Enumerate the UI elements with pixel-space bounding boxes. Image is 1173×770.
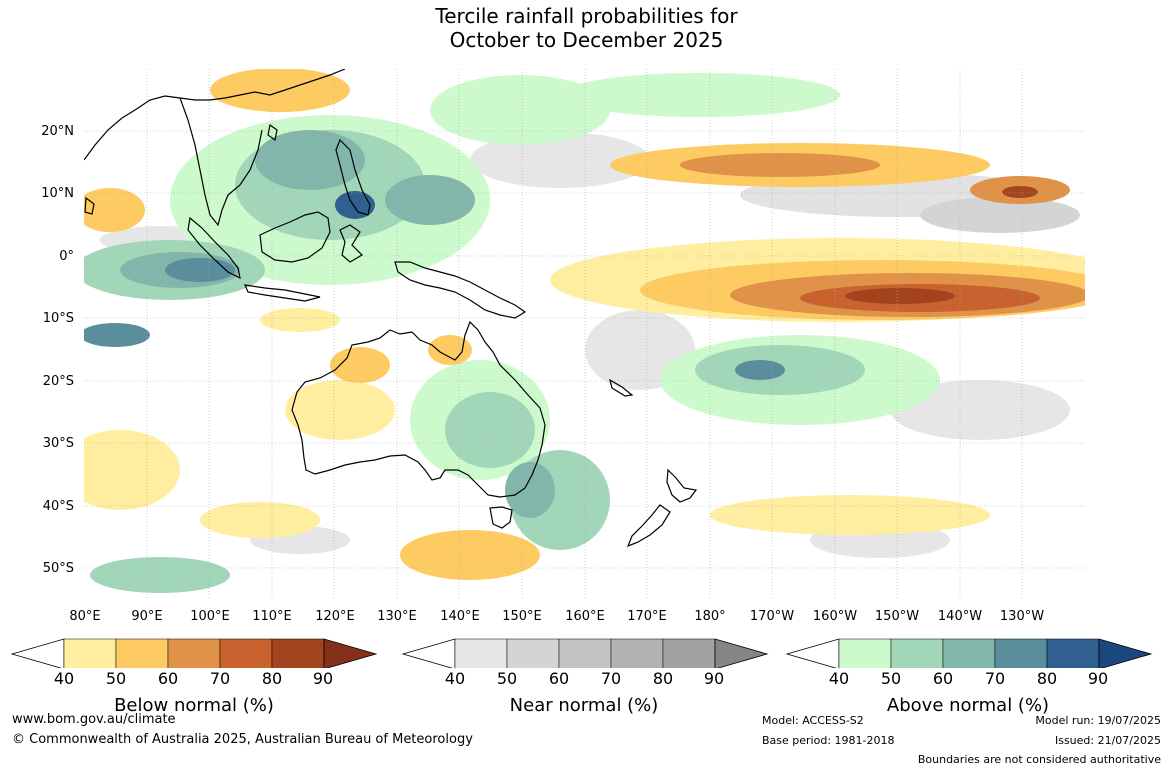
- colorbar-segment: [662, 638, 716, 668]
- above-normal-tick: 80: [1036, 669, 1058, 688]
- copyright-text: © Commonwealth of Australia 2025, Austra…: [12, 732, 473, 747]
- colorbar-lower-extension: [785, 638, 840, 668]
- below-normal-tick: 70: [209, 669, 231, 688]
- map-title-line2: October to December 2025: [449, 28, 724, 52]
- above-normal-tick: 50: [880, 669, 902, 688]
- website-link[interactable]: www.bom.gov.au/climate: [12, 712, 176, 727]
- model-run-date: Model run: 19/07/2025: [1035, 714, 1161, 727]
- borneo-coastline: [259, 211, 331, 263]
- below-normal-tick: 80: [261, 669, 283, 688]
- colorbar-segment: [506, 638, 560, 668]
- near-normal-colorbar: [401, 638, 769, 668]
- map-title: Tercile rainfall probabilities for Octob…: [0, 4, 1173, 52]
- below-normal-colorbar: [10, 638, 378, 668]
- new-zealand-south-coastline: [626, 504, 671, 548]
- lon-label-170e: 170°E: [627, 609, 667, 624]
- lat-label-20n: 20°N: [41, 124, 74, 139]
- above-normal-colorbar-title: Above normal (%): [886, 695, 1050, 716]
- lon-label-130w: 130°W: [999, 609, 1045, 624]
- lon-label-100e: 100°E: [190, 609, 230, 624]
- above-normal-tick: 60: [932, 669, 954, 688]
- colorbar-segment: [994, 638, 1048, 668]
- colorbar-segment: [1046, 638, 1100, 668]
- colorbar-segment: [610, 638, 664, 668]
- colorbar-lower-extension: [401, 638, 456, 668]
- near-normal-tick: 60: [548, 669, 570, 688]
- lon-label-160w: 160°W: [812, 609, 858, 624]
- coastlines: [84, 69, 698, 548]
- colorbar-segment: [167, 638, 221, 668]
- lon-label-140w: 140°W: [937, 609, 983, 624]
- colorbar-upper-extension: [323, 638, 378, 668]
- lon-label-120e: 120°E: [315, 609, 355, 624]
- colorbar-segment: [838, 638, 892, 668]
- lon-label-110e: 110°E: [252, 609, 292, 624]
- above-normal-tick: 70: [984, 669, 1006, 688]
- lat-label-10s: 10°S: [42, 311, 74, 326]
- base-period: Base period: 1981-2018: [762, 734, 895, 747]
- lat-label-40s: 40°S: [42, 499, 74, 514]
- above-normal-tick: 90: [1087, 669, 1109, 688]
- colorbar-segment: [558, 638, 612, 668]
- lon-label-130e: 130°E: [377, 609, 417, 624]
- java-coastline: [244, 284, 321, 302]
- above-normal-colorbar: [785, 638, 1153, 668]
- tasmania-coastline: [489, 506, 513, 529]
- new-zealand-north-coastline: [666, 468, 698, 503]
- new-caledonia-coastline: [609, 378, 634, 397]
- colorbar-segment: [115, 638, 169, 668]
- taiwan-coastline: [267, 123, 278, 142]
- gridlines: [84, 69, 1085, 600]
- below-normal-tick: 60: [157, 669, 179, 688]
- lon-label-150w: 150°W: [874, 609, 920, 624]
- map-title-line1: Tercile rainfall probabilities for: [435, 4, 738, 28]
- lon-label-170w: 170°W: [749, 609, 795, 624]
- above-normal-tick: 40: [828, 669, 850, 688]
- sulawesi-coastline: [339, 224, 363, 263]
- below-normal-regions: [84, 69, 1085, 580]
- near-normal-tick: 50: [496, 669, 518, 688]
- map-field: [84, 69, 1085, 600]
- colorbar-segment: [63, 638, 117, 668]
- colorbar-segment: [890, 638, 944, 668]
- sri-lanka-coastline: [84, 196, 95, 215]
- lon-label-140e: 140°E: [440, 609, 480, 624]
- lat-label-10n: 10°N: [41, 186, 74, 201]
- colorbar-upper-extension: [1098, 638, 1153, 668]
- lat-label-50s: 50°S: [42, 561, 74, 576]
- lon-label-80e: 80°E: [69, 609, 101, 624]
- lat-label-30s: 30°S: [42, 436, 74, 451]
- below-normal-tick: 40: [53, 669, 75, 688]
- colorbar-segment: [454, 638, 508, 668]
- near-normal-colorbar-title: Near normal (%): [509, 695, 659, 716]
- asia-mainland-coastline: [84, 69, 346, 227]
- colorbar-upper-extension: [714, 638, 769, 668]
- colorbar-segment: [942, 638, 996, 668]
- colorbar-lower-extension: [10, 638, 65, 668]
- lon-label-180: 180°: [694, 609, 726, 624]
- colorbar-segment: [271, 638, 325, 668]
- boundaries-disclaimer: Boundaries are not considered authoritat…: [917, 753, 1161, 766]
- below-normal-tick: 50: [105, 669, 127, 688]
- lon-label-160e: 160°E: [565, 609, 605, 624]
- philippines-coastline: [335, 138, 371, 216]
- below-normal-tick: 90: [312, 669, 334, 688]
- australia-coastline: [291, 320, 546, 498]
- near-normal-tick: 70: [600, 669, 622, 688]
- new-guinea-coastline: [394, 261, 527, 319]
- lat-label-0: 0°: [59, 249, 74, 264]
- lon-label-90e: 90°E: [131, 609, 163, 624]
- model-name: Model: ACCESS-S2: [762, 714, 864, 727]
- colorbar-segment: [219, 638, 273, 668]
- lon-label-150e: 150°E: [502, 609, 542, 624]
- near-normal-tick: 90: [703, 669, 725, 688]
- sumatra-coastline: [187, 216, 241, 280]
- lat-label-20s: 20°S: [42, 374, 74, 389]
- near-normal-tick: 80: [652, 669, 674, 688]
- below-normal-colorbar-title: Below normal (%): [114, 695, 274, 716]
- issued-date: Issued: 21/07/2025: [1054, 734, 1161, 747]
- near-normal-tick: 40: [444, 669, 466, 688]
